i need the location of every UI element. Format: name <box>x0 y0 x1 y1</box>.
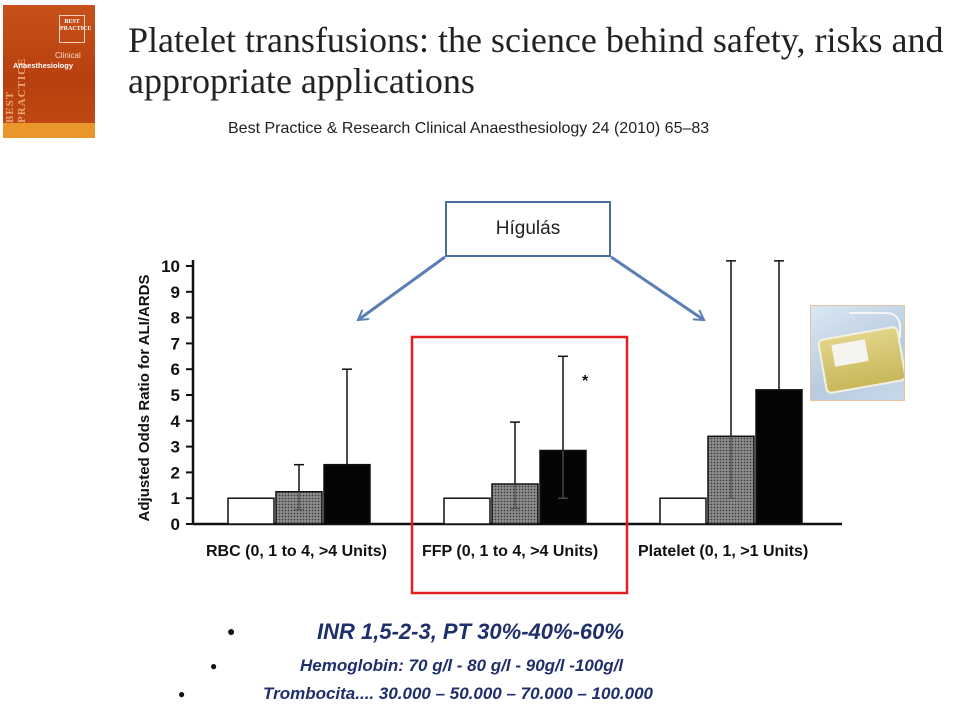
cover-logo: BEST PRACTICE <box>59 15 91 43</box>
right-callout-arrow <box>610 255 704 322</box>
left-callout-arrow <box>358 255 446 322</box>
journal-cover: BEST PRACTICE BEST PRACTICE Clinical Ana… <box>3 5 95 138</box>
platelet-bag-photo <box>810 305 905 401</box>
y-tick-label: 2 <box>171 463 180 482</box>
significance-marker: * <box>582 373 589 390</box>
citation: Best Practice & Research Clinical Anaest… <box>228 120 710 137</box>
callout-label: Hígulás <box>495 218 561 239</box>
hemodilution-callout: Hígulás <box>445 201 611 257</box>
bullet-dot-icon: ● <box>227 623 236 639</box>
bar <box>323 463 371 525</box>
cover-subtitle: Clinical <box>55 51 81 60</box>
bullet-item: ● Hemoglobin: 70 g/l - 80 g/l - 90g/l -10… <box>210 656 624 676</box>
bullet-dot-icon: ● <box>178 687 186 701</box>
cover-logo-text: BEST PRACTICE <box>60 19 92 32</box>
chart-plot-area: 0 1 2 3 4 5 6 7 8 9 10 Adjusted Odds Ratio for ALI/… <box>136 257 842 560</box>
bar <box>755 389 803 525</box>
cover-band <box>3 123 95 138</box>
bullet-item: ● Trombocita.... 30.000 – 50.000 – 70.000… <box>178 684 654 704</box>
x-group-label: Platelet (0, 1, >1 Units) <box>638 543 808 560</box>
bullet-item: ● INR 1,5-2-3, PT 30%-40%-60% <box>227 619 624 645</box>
bullet-text: Hemoglobin: 70 g/l - 80 g/l - 90g/l -100… <box>300 656 624 675</box>
y-tick-label: 0 <box>171 515 180 534</box>
x-group-label: RBC (0, 1 to 4, >4 Units) <box>206 543 387 560</box>
cover-journal-name: Anaesthesiology <box>13 61 74 70</box>
y-tick-label: 5 <box>171 386 180 405</box>
bar <box>659 497 707 525</box>
y-tick-label: 10 <box>161 257 180 276</box>
x-group-label: FFP (0, 1 to 4, >4 Units) <box>422 543 598 560</box>
y-tick-label: 8 <box>171 309 180 328</box>
bullet-text: Trombocita.... 30.000 – 50.000 – 70.000 … <box>263 684 654 703</box>
bar <box>443 497 491 525</box>
bullet-dot-icon: ● <box>210 659 218 673</box>
bar <box>227 497 275 525</box>
y-tick-label: 6 <box>171 360 180 379</box>
page-title: Platelet transfusions: the science behin… <box>128 20 944 101</box>
y-tick-label: 9 <box>171 283 180 302</box>
bullet-text: INR 1,5-2-3, PT 30%-40%-60% <box>317 619 624 644</box>
bag-tube <box>849 312 901 338</box>
y-tick-label: 3 <box>171 438 180 457</box>
y-axis-title: Adjusted Odds Ratio for ALI/ARDS <box>136 275 153 522</box>
y-tick-label: 1 <box>171 489 180 508</box>
y-tick-label: 4 <box>171 412 181 431</box>
y-tick-label: 7 <box>171 334 180 353</box>
ffp-highlight-box <box>410 335 629 595</box>
